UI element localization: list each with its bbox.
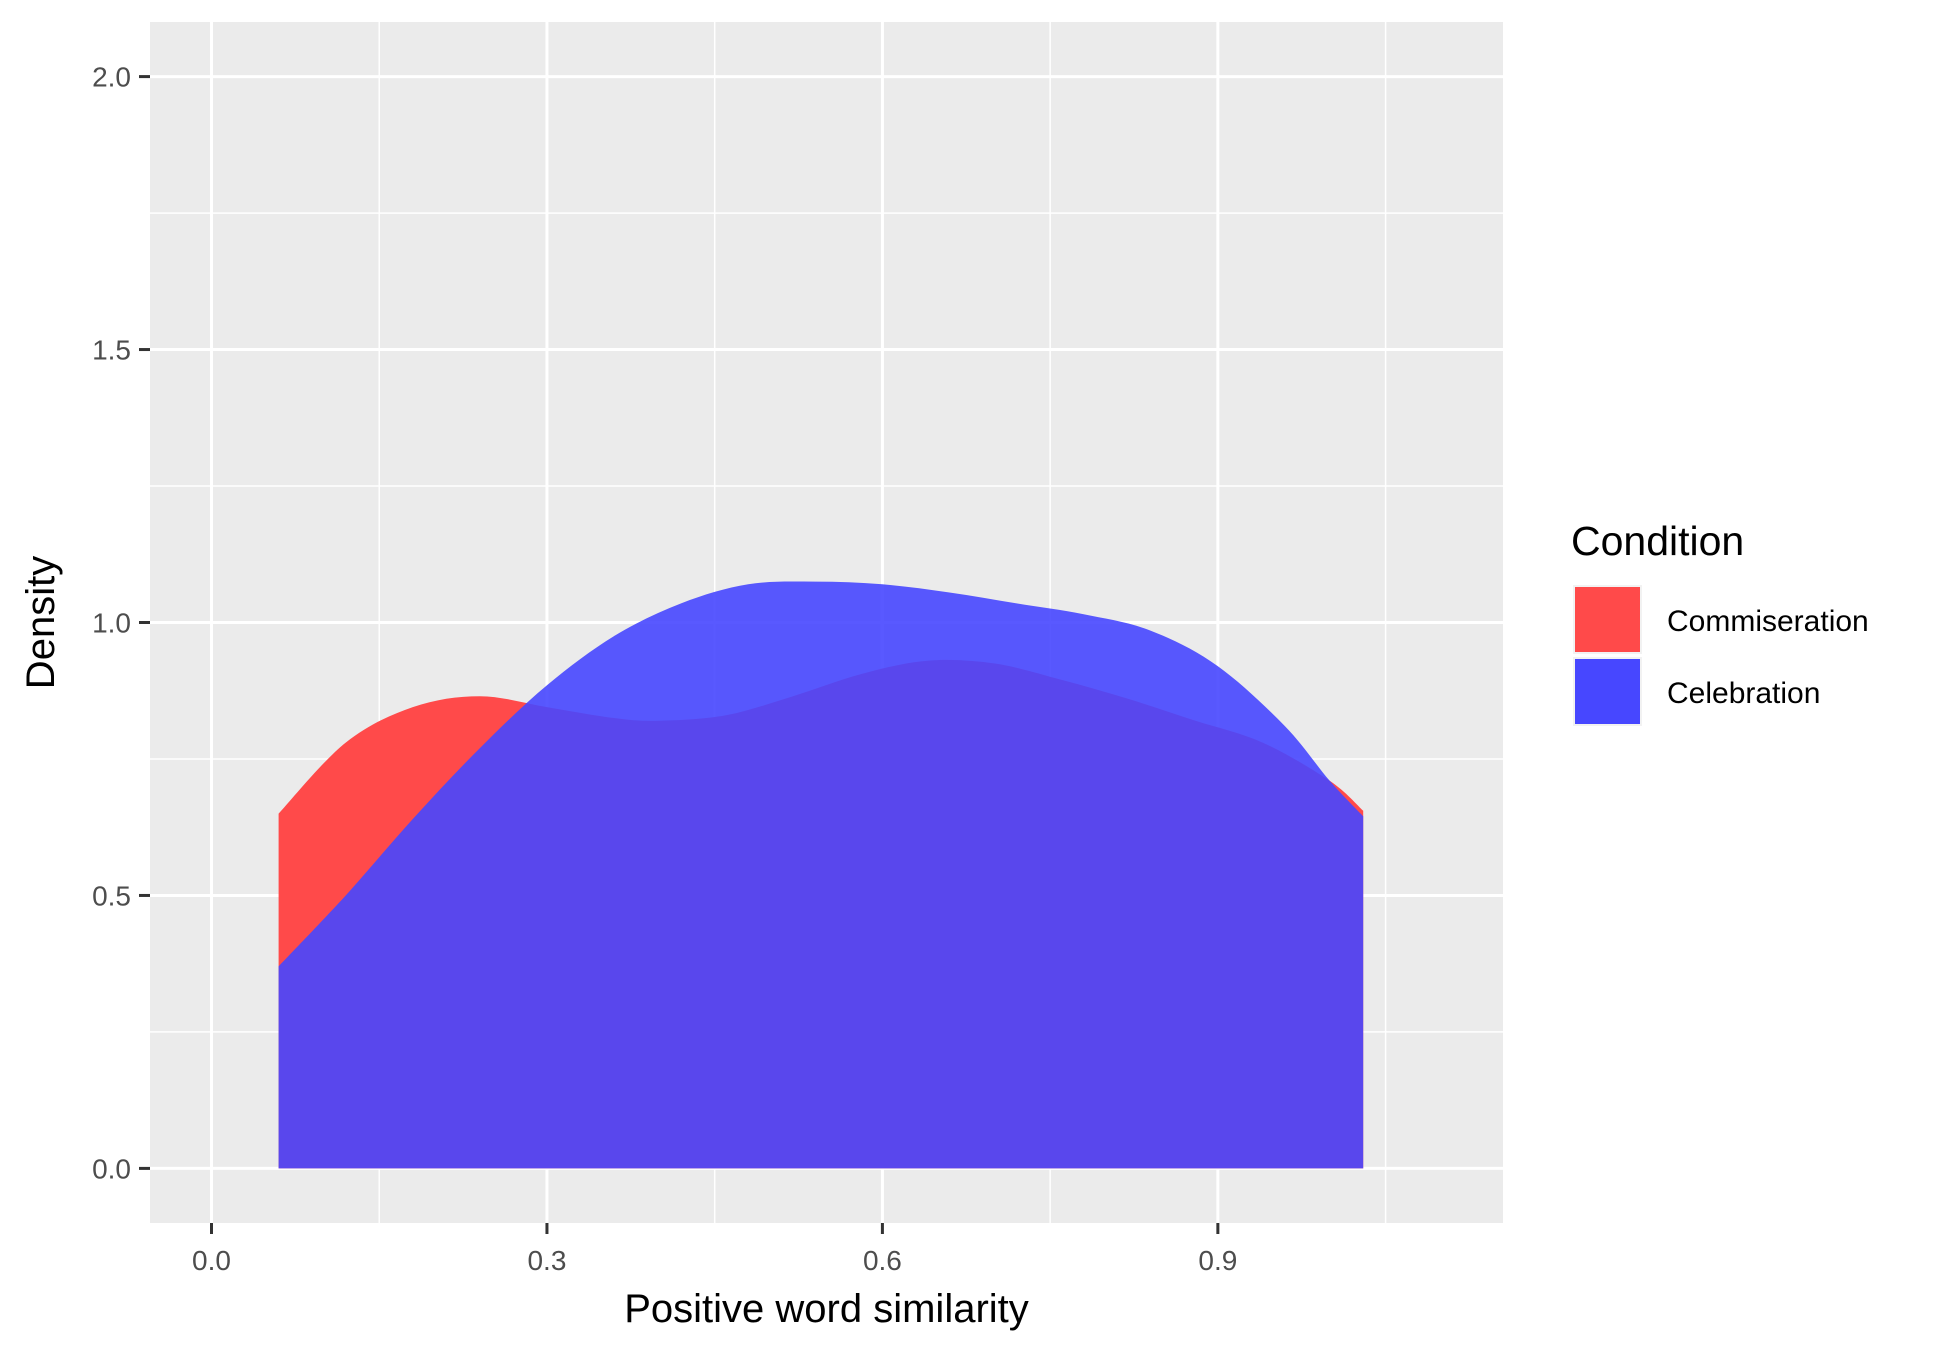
legend-key-commiseration <box>1575 587 1640 652</box>
x-axis-title: Positive word similarity <box>624 1287 1029 1331</box>
y-tick-label: 1.0 <box>92 608 131 639</box>
y-tick-label: 1.5 <box>92 335 131 366</box>
legend-title: Condition <box>1571 518 1744 564</box>
y-tick-label: 0.5 <box>92 880 131 911</box>
legend: Condition Commiseration Celebration <box>1571 518 1869 726</box>
legend-label: Celebration <box>1667 677 1820 710</box>
y-tick-label: 2.0 <box>92 62 131 93</box>
x-tick-label: 0.9 <box>1198 1245 1237 1276</box>
density-area-celebration <box>278 581 1364 1169</box>
axes: 0.0 0.5 1.0 1.5 2.0 0.0 0.3 0.6 0.9 <box>92 62 1237 1276</box>
y-axis-title: Density <box>19 556 63 689</box>
x-tick-label: 0.0 <box>192 1245 231 1276</box>
x-tick-label: 0.6 <box>863 1245 902 1276</box>
density-areas <box>278 581 1364 1169</box>
x-tick-label: 0.3 <box>527 1245 566 1276</box>
y-tick-label: 0.0 <box>92 1153 131 1184</box>
legend-label: Commiseration <box>1667 605 1869 638</box>
legend-key-celebration <box>1575 659 1640 724</box>
